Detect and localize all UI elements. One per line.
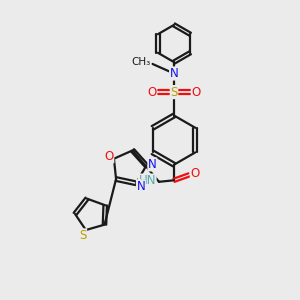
Text: CH₃: CH₃ — [132, 57, 151, 68]
Text: HN: HN — [139, 174, 156, 187]
Text: N: N — [169, 67, 178, 80]
Text: O: O — [148, 85, 157, 99]
Text: O: O — [191, 85, 200, 99]
Text: N: N — [148, 158, 157, 171]
Text: S: S — [79, 229, 86, 242]
Text: S: S — [170, 85, 178, 99]
Text: O: O — [190, 167, 200, 180]
Text: N: N — [136, 180, 145, 193]
Text: O: O — [104, 150, 114, 163]
